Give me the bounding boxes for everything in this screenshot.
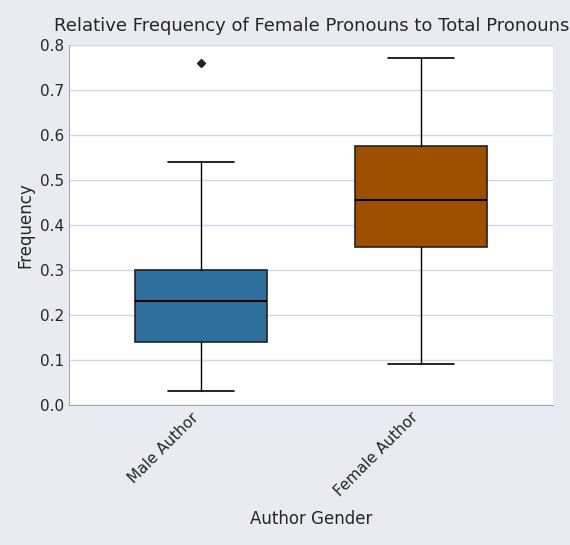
X-axis label: Author Gender: Author Gender (250, 510, 373, 528)
PathPatch shape (135, 270, 267, 342)
Y-axis label: Frequency: Frequency (17, 182, 35, 268)
Title: Relative Frequency of Female Pronouns to Total Pronouns: Relative Frequency of Female Pronouns to… (54, 17, 569, 35)
PathPatch shape (355, 146, 487, 247)
